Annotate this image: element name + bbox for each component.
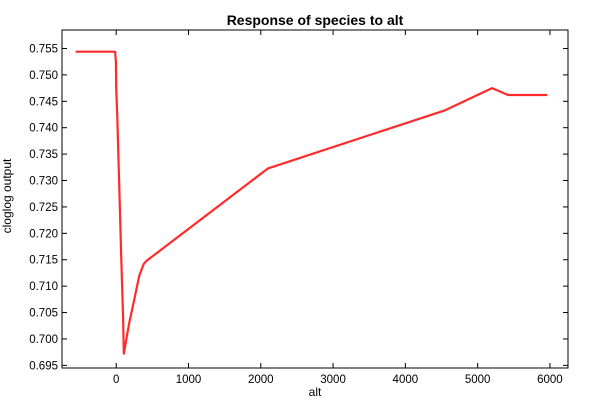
y-tick-label: 0.745 <box>29 96 58 108</box>
y-tick-label: 0.710 <box>29 281 58 293</box>
y-tick-label: 0.700 <box>29 334 58 346</box>
y-axis-label: cloglog output <box>0 158 14 233</box>
y-tick-label: 0.725 <box>29 202 58 214</box>
series-line <box>75 50 548 355</box>
plot-border <box>61 29 569 369</box>
x-axis-label: alt <box>309 385 322 399</box>
x-tick-label: 5000 <box>465 374 491 386</box>
chart-title: Response of species to alt <box>227 12 404 28</box>
series-layer <box>75 50 548 355</box>
y-tick-label: 0.705 <box>29 308 58 320</box>
y-axis-ticks: 0.695 0.700 0.705 0.710 0.715 0.720 0.725 0.730… <box>29 43 568 372</box>
x-tick-label: 2000 <box>248 374 274 386</box>
plot-frame <box>61 29 569 369</box>
y-tick-label: 0.755 <box>29 43 58 55</box>
x-tick-label: 4000 <box>393 374 419 386</box>
x-tick-label: 3000 <box>320 374 346 386</box>
x-axis-ticks: 0 1000 2000 3000 4000 5000 6000 <box>113 30 563 386</box>
y-tick-label: 0.720 <box>29 228 58 240</box>
y-tick-label: 0.750 <box>29 70 58 82</box>
x-tick-label: 6000 <box>537 374 563 386</box>
y-tick-label: 0.740 <box>29 123 58 135</box>
x-tick-label: 0 <box>113 374 119 386</box>
y-tick-label: 0.715 <box>29 255 58 267</box>
y-tick-label: 0.735 <box>29 149 58 161</box>
y-tick-label: 0.730 <box>29 176 58 188</box>
y-tick-label: 0.695 <box>29 360 58 372</box>
x-tick-label: 1000 <box>176 374 202 386</box>
